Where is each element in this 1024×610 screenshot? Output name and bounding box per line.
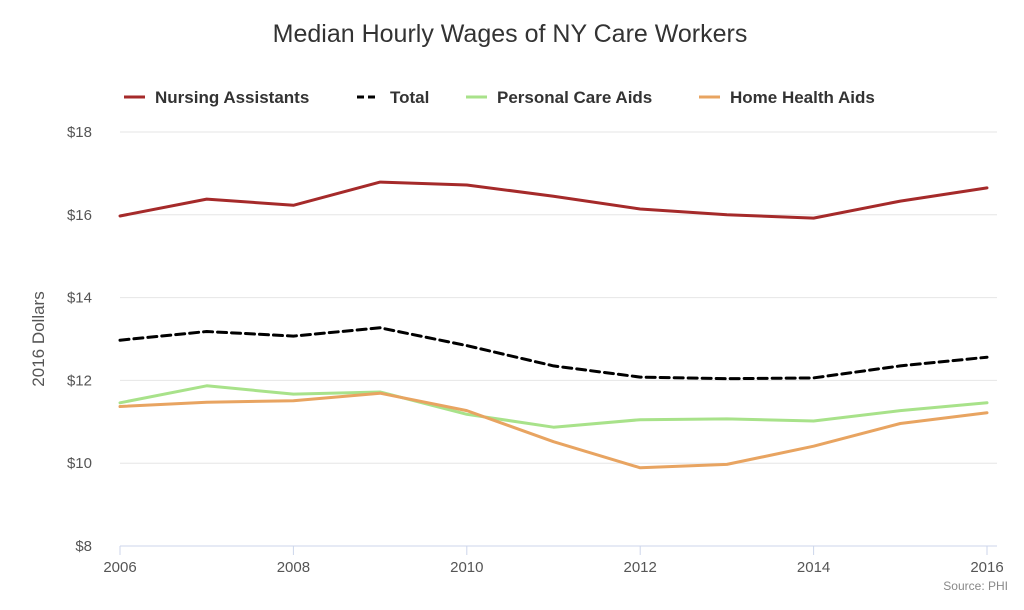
- y-tick-label: $18: [67, 124, 92, 141]
- series-line-total[interactable]: [118, 326, 989, 381]
- y-tick-label: $16: [67, 207, 92, 224]
- chart-title: Median Hourly Wages of NY Care Workers: [273, 20, 748, 48]
- legend-label-home-health-aids: Home Health Aids: [730, 88, 875, 107]
- series-line-nursing-assistants[interactable]: [118, 180, 989, 220]
- source-credit: Source: PHI: [943, 579, 1008, 593]
- x-tick-label: 2006: [103, 559, 136, 576]
- legend-item-personal-care-aids[interactable]: Personal Care Aids: [466, 88, 652, 107]
- legend-label-total: Total: [390, 88, 429, 107]
- x-tick-label: 2010: [450, 559, 483, 576]
- legend-item-total[interactable]: Total: [357, 88, 429, 107]
- y-tick-label: $10: [67, 455, 92, 472]
- x-tick-label: 2008: [277, 559, 310, 576]
- series-line-home-health-aids[interactable]: [118, 391, 989, 470]
- legend-item-home-health-aids[interactable]: Home Health Aids: [699, 88, 875, 107]
- legend-label-nursing-assistants: Nursing Assistants: [155, 88, 309, 107]
- legend-item-nursing-assistants[interactable]: Nursing Assistants: [124, 88, 309, 107]
- legend-label-personal-care-aids: Personal Care Aids: [497, 88, 652, 107]
- x-tick-label: 2014: [797, 559, 830, 576]
- x-tick-label: 2012: [624, 559, 657, 576]
- legend: Nursing Assistants Total Personal Care A…: [124, 88, 875, 107]
- series-lines: [118, 180, 989, 470]
- gridlines: [120, 131, 997, 464]
- y-tick-label: $12: [67, 372, 92, 389]
- x-tick-label: 2016: [970, 559, 1003, 576]
- x-axis: 2006 2008 2010 2012 2014 2016: [103, 545, 1004, 576]
- y-axis-title: 2016 Dollars: [29, 291, 48, 386]
- series-line-personal-care-aids[interactable]: [118, 384, 989, 429]
- y-tick-label: $14: [67, 290, 92, 307]
- y-axis-labels: $8 $10 $12 $14 $16 $18: [67, 124, 92, 555]
- y-tick-label: $8: [75, 538, 92, 555]
